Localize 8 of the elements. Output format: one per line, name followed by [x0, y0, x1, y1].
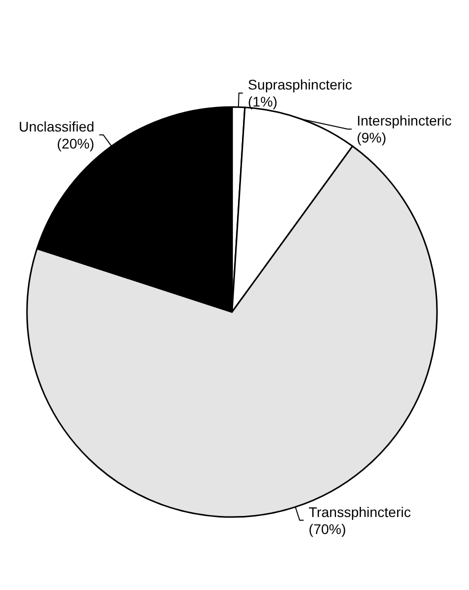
slice-label: Intersphincteric: [356, 112, 452, 129]
data-label: (20%): [56, 135, 94, 152]
data-label: (70%): [308, 520, 346, 537]
slice-label: Transsphincteric: [308, 504, 411, 520]
data-label: (1%): [248, 94, 278, 110]
slice-label: Suprasphincteric: [248, 76, 352, 93]
data-label: (9%): [356, 130, 386, 146]
slice-label: Unclassified: [18, 118, 94, 134]
